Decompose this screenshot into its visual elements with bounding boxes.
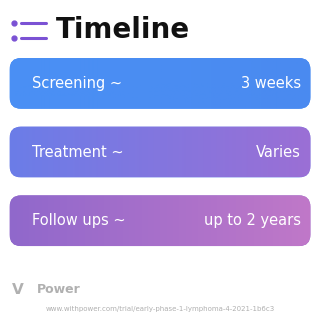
FancyBboxPatch shape: [10, 196, 310, 246]
FancyBboxPatch shape: [10, 127, 310, 177]
Text: Follow ups ~: Follow ups ~: [32, 213, 126, 228]
Text: www.withpower.com/trial/early-phase-1-lymphoma-4-2021-1b6c3: www.withpower.com/trial/early-phase-1-ly…: [45, 306, 275, 312]
Text: Screening ~: Screening ~: [32, 76, 122, 91]
Text: 3 weeks: 3 weeks: [241, 76, 301, 91]
Text: Timeline: Timeline: [56, 16, 190, 44]
Text: up to 2 years: up to 2 years: [204, 213, 301, 228]
Text: Power: Power: [37, 283, 81, 296]
Text: ᐯ: ᐯ: [12, 282, 23, 297]
FancyBboxPatch shape: [10, 58, 310, 109]
Text: Treatment ~: Treatment ~: [32, 145, 124, 160]
Text: Varies: Varies: [256, 145, 301, 160]
